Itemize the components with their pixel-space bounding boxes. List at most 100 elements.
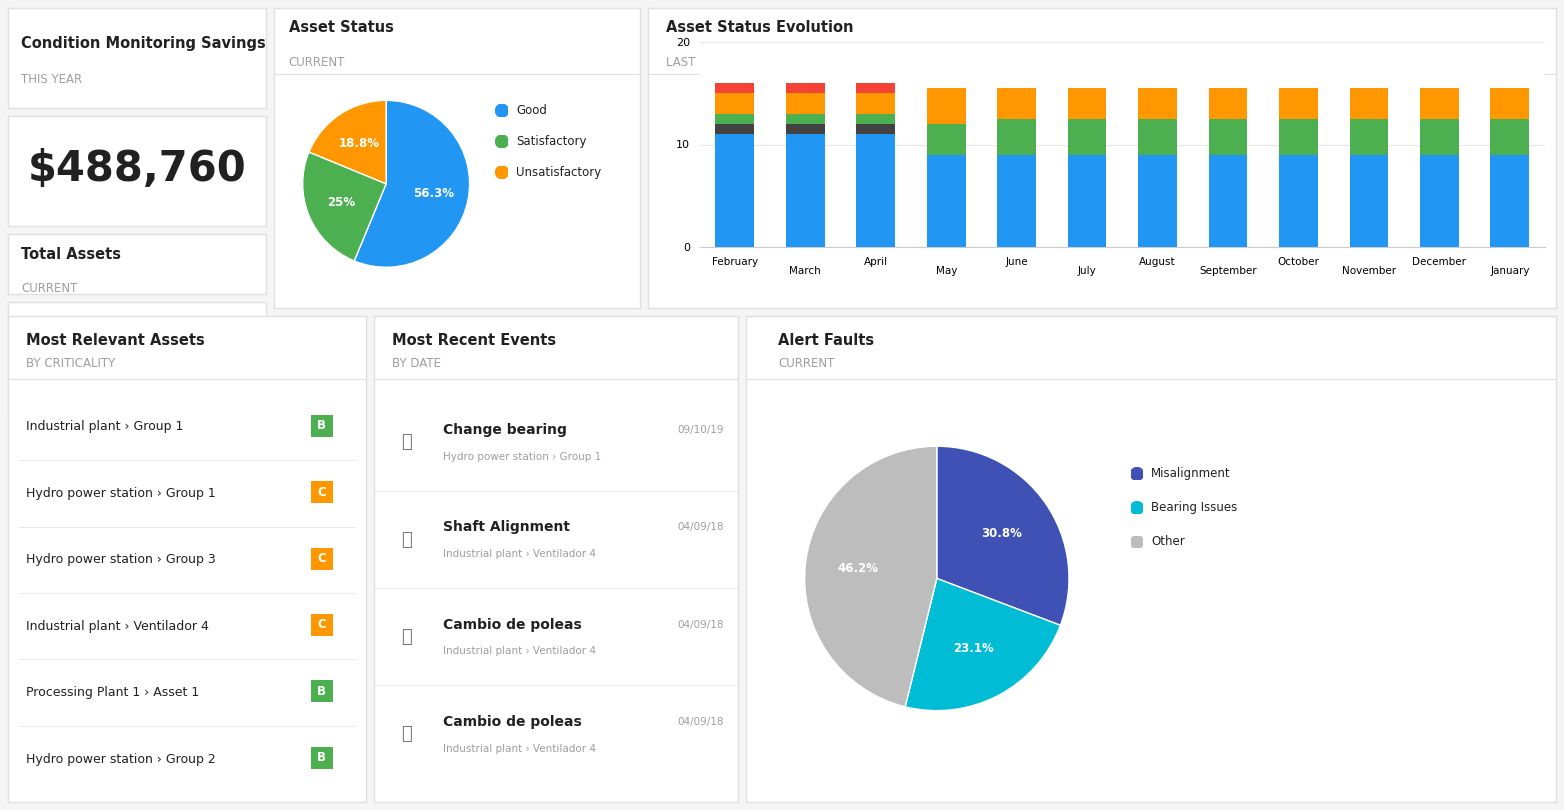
Text: Hydro power station › Group 1: Hydro power station › Group 1 xyxy=(27,487,216,500)
Text: 04/09/18: 04/09/18 xyxy=(677,620,724,629)
Text: January: January xyxy=(1490,266,1530,275)
Bar xyxy=(1279,88,1318,119)
Bar xyxy=(787,134,824,247)
Text: July: July xyxy=(1078,266,1096,275)
Text: Cambio de poleas: Cambio de poleas xyxy=(443,617,582,632)
Bar xyxy=(998,155,1035,247)
Text: Processing Plant 1 › Asset 1: Processing Plant 1 › Asset 1 xyxy=(27,686,199,699)
Text: Shaft Alignment: Shaft Alignment xyxy=(443,520,571,535)
Text: 🔧: 🔧 xyxy=(402,433,413,451)
Wedge shape xyxy=(353,100,469,267)
Text: 23.1%: 23.1% xyxy=(954,642,995,655)
Text: THIS YEAR: THIS YEAR xyxy=(20,73,81,86)
Wedge shape xyxy=(804,446,937,707)
Bar xyxy=(1139,119,1178,155)
Text: Cambio de poleas: Cambio de poleas xyxy=(443,714,582,729)
Bar xyxy=(787,93,824,113)
Bar xyxy=(787,113,824,124)
Bar xyxy=(998,88,1035,119)
Text: 🔧: 🔧 xyxy=(402,725,413,743)
Circle shape xyxy=(1131,467,1143,480)
Text: C: C xyxy=(317,552,325,565)
Text: 🔧: 🔧 xyxy=(402,531,413,548)
Text: September: September xyxy=(1200,266,1257,275)
Bar xyxy=(857,93,895,113)
Bar xyxy=(1068,88,1106,119)
Circle shape xyxy=(496,135,508,148)
Bar xyxy=(927,124,965,155)
Text: 25%: 25% xyxy=(327,196,355,209)
Bar xyxy=(1139,155,1178,247)
Text: Satisfactory: Satisfactory xyxy=(516,135,586,148)
Bar xyxy=(1209,155,1248,247)
Text: Industrial plant › Ventilador 4: Industrial plant › Ventilador 4 xyxy=(443,549,596,559)
Text: Alert Faults: Alert Faults xyxy=(779,333,874,348)
Text: B: B xyxy=(317,420,325,433)
Bar xyxy=(787,124,824,134)
Text: Hydro power station › Group 3: Hydro power station › Group 3 xyxy=(27,553,216,566)
Text: 30.8%: 30.8% xyxy=(982,526,1023,540)
Bar xyxy=(857,113,895,124)
Bar xyxy=(1279,119,1318,155)
Circle shape xyxy=(1131,535,1143,548)
Text: 56.3%: 56.3% xyxy=(413,187,454,200)
Text: March: March xyxy=(790,266,821,275)
Text: Good: Good xyxy=(516,104,547,117)
Text: November: November xyxy=(1342,266,1397,275)
Bar xyxy=(715,113,754,124)
Text: B: B xyxy=(317,752,325,765)
Wedge shape xyxy=(906,578,1060,710)
Bar xyxy=(1420,88,1459,119)
Bar xyxy=(1068,155,1106,247)
Text: C: C xyxy=(317,619,325,632)
Bar xyxy=(1068,119,1106,155)
Bar xyxy=(1490,88,1530,119)
Bar xyxy=(1209,119,1248,155)
Text: BY DATE: BY DATE xyxy=(393,357,441,370)
Bar xyxy=(857,134,895,247)
Bar xyxy=(715,134,754,247)
Bar xyxy=(1139,88,1178,119)
Bar xyxy=(998,119,1035,155)
Bar xyxy=(927,155,965,247)
Text: B: B xyxy=(317,685,325,698)
Bar xyxy=(857,83,895,93)
Text: Asset Status Evolution: Asset Status Evolution xyxy=(666,20,854,35)
Text: Total Assets: Total Assets xyxy=(20,247,120,262)
Text: BY CRITICALITY: BY CRITICALITY xyxy=(27,357,116,370)
Text: 🔧: 🔧 xyxy=(402,628,413,646)
Bar xyxy=(1420,119,1459,155)
Bar xyxy=(787,83,824,93)
Text: LAST 12 MONTHS: LAST 12 MONTHS xyxy=(666,56,769,69)
Bar xyxy=(1209,88,1248,119)
Text: Industrial plant › Ventilador 4: Industrial plant › Ventilador 4 xyxy=(443,646,596,656)
Text: 18.8%: 18.8% xyxy=(339,137,380,150)
Text: CURRENT: CURRENT xyxy=(289,56,346,69)
Text: 16: 16 xyxy=(103,329,170,381)
Text: Change bearing: Change bearing xyxy=(443,423,568,437)
Text: CURRENT: CURRENT xyxy=(779,357,835,370)
Text: 04/09/18: 04/09/18 xyxy=(677,522,724,532)
Wedge shape xyxy=(310,100,386,184)
Text: Bearing Issues: Bearing Issues xyxy=(1151,501,1237,514)
Bar xyxy=(715,93,754,113)
Text: Other: Other xyxy=(1151,535,1186,548)
Text: Unsatisfactory: Unsatisfactory xyxy=(516,166,601,179)
Text: Condition Monitoring Savings: Condition Monitoring Savings xyxy=(20,36,266,51)
Text: Industrial plant › Ventilador 4: Industrial plant › Ventilador 4 xyxy=(27,620,208,633)
Text: C: C xyxy=(317,486,325,499)
Bar xyxy=(1279,155,1318,247)
Text: 46.2%: 46.2% xyxy=(838,562,879,575)
Text: 09/10/19: 09/10/19 xyxy=(677,425,724,435)
Circle shape xyxy=(496,104,508,117)
Bar xyxy=(927,88,965,124)
Bar xyxy=(715,124,754,134)
Text: May: May xyxy=(935,266,957,275)
Bar xyxy=(857,124,895,134)
Text: Most Relevant Assets: Most Relevant Assets xyxy=(27,333,205,348)
Text: 04/09/18: 04/09/18 xyxy=(677,717,724,727)
Circle shape xyxy=(496,166,508,179)
Text: Hydro power station › Group 2: Hydro power station › Group 2 xyxy=(27,752,216,765)
Text: Hydro power station › Group 1: Hydro power station › Group 1 xyxy=(443,452,602,462)
Bar xyxy=(1350,155,1389,247)
